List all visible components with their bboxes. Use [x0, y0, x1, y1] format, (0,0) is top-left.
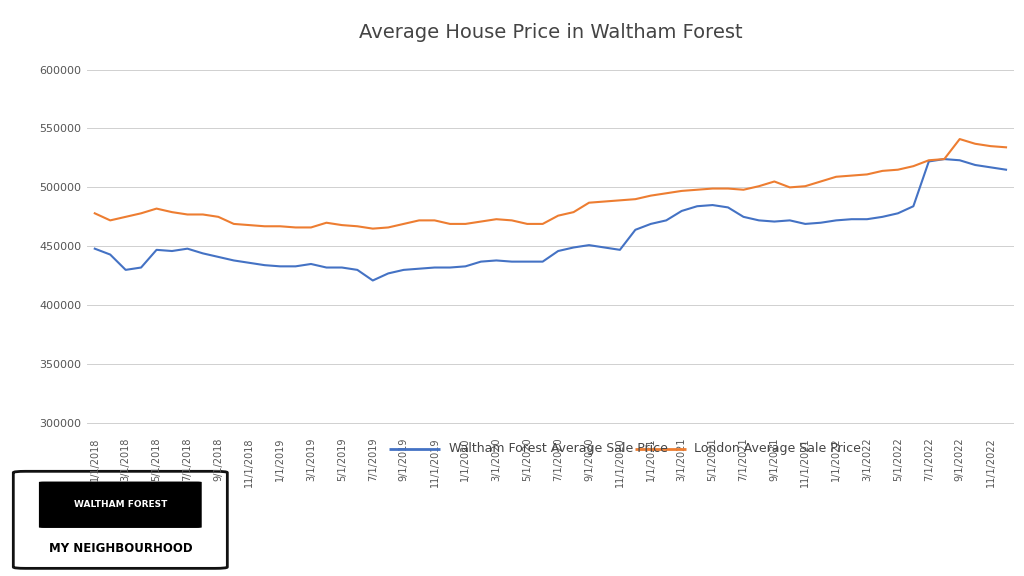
Line: Waltham Forest Average Sale Price: Waltham Forest Average Sale Price — [95, 159, 1006, 281]
London Average Sale Price — [999, 144, 1012, 151]
FancyBboxPatch shape — [13, 471, 227, 569]
Text: MY NEIGHBOURHOOD: MY NEIGHBOURHOOD — [48, 541, 193, 555]
London Average Sale Price — [397, 221, 410, 228]
Waltham Forest Average Sale Price — [999, 166, 1012, 173]
Text: Waltham Forest: Waltham Forest — [883, 551, 971, 561]
London Average Sale Price — [953, 135, 966, 142]
Waltham Forest Average Sale Price — [243, 259, 255, 266]
Waltham Forest Average Sale Price — [89, 245, 101, 252]
Waltham Forest Average Sale Price — [676, 207, 688, 214]
London Average Sale Price — [89, 210, 101, 217]
Waltham Forest Average Sale Price — [351, 267, 364, 274]
London Average Sale Price — [676, 187, 688, 194]
Line: London Average Sale Price: London Average Sale Price — [95, 139, 1006, 229]
London Average Sale Price — [321, 219, 333, 226]
Waltham Forest Average Sale Price — [321, 264, 333, 271]
Waltham Forest Average Sale Price — [367, 277, 379, 284]
London Average Sale Price — [351, 223, 364, 230]
Text: Waltham Forest Average Sale Price: Waltham Forest Average Sale Price — [449, 442, 668, 455]
London Average Sale Price — [367, 225, 379, 232]
Title: Average House Price in Waltham Forest: Average House Price in Waltham Forest — [358, 23, 742, 42]
Waltham Forest Average Sale Price — [397, 267, 410, 274]
Waltham Forest Average Sale Price — [413, 265, 425, 272]
London Average Sale Price — [243, 222, 255, 229]
Text: London Average Sale Price: London Average Sale Price — [694, 442, 861, 455]
Waltham Forest Average Sale Price — [938, 156, 950, 162]
FancyBboxPatch shape — [39, 482, 202, 528]
Circle shape — [881, 490, 973, 500]
Text: WALTHAM FOREST: WALTHAM FOREST — [74, 500, 167, 509]
London Average Sale Price — [413, 217, 425, 224]
